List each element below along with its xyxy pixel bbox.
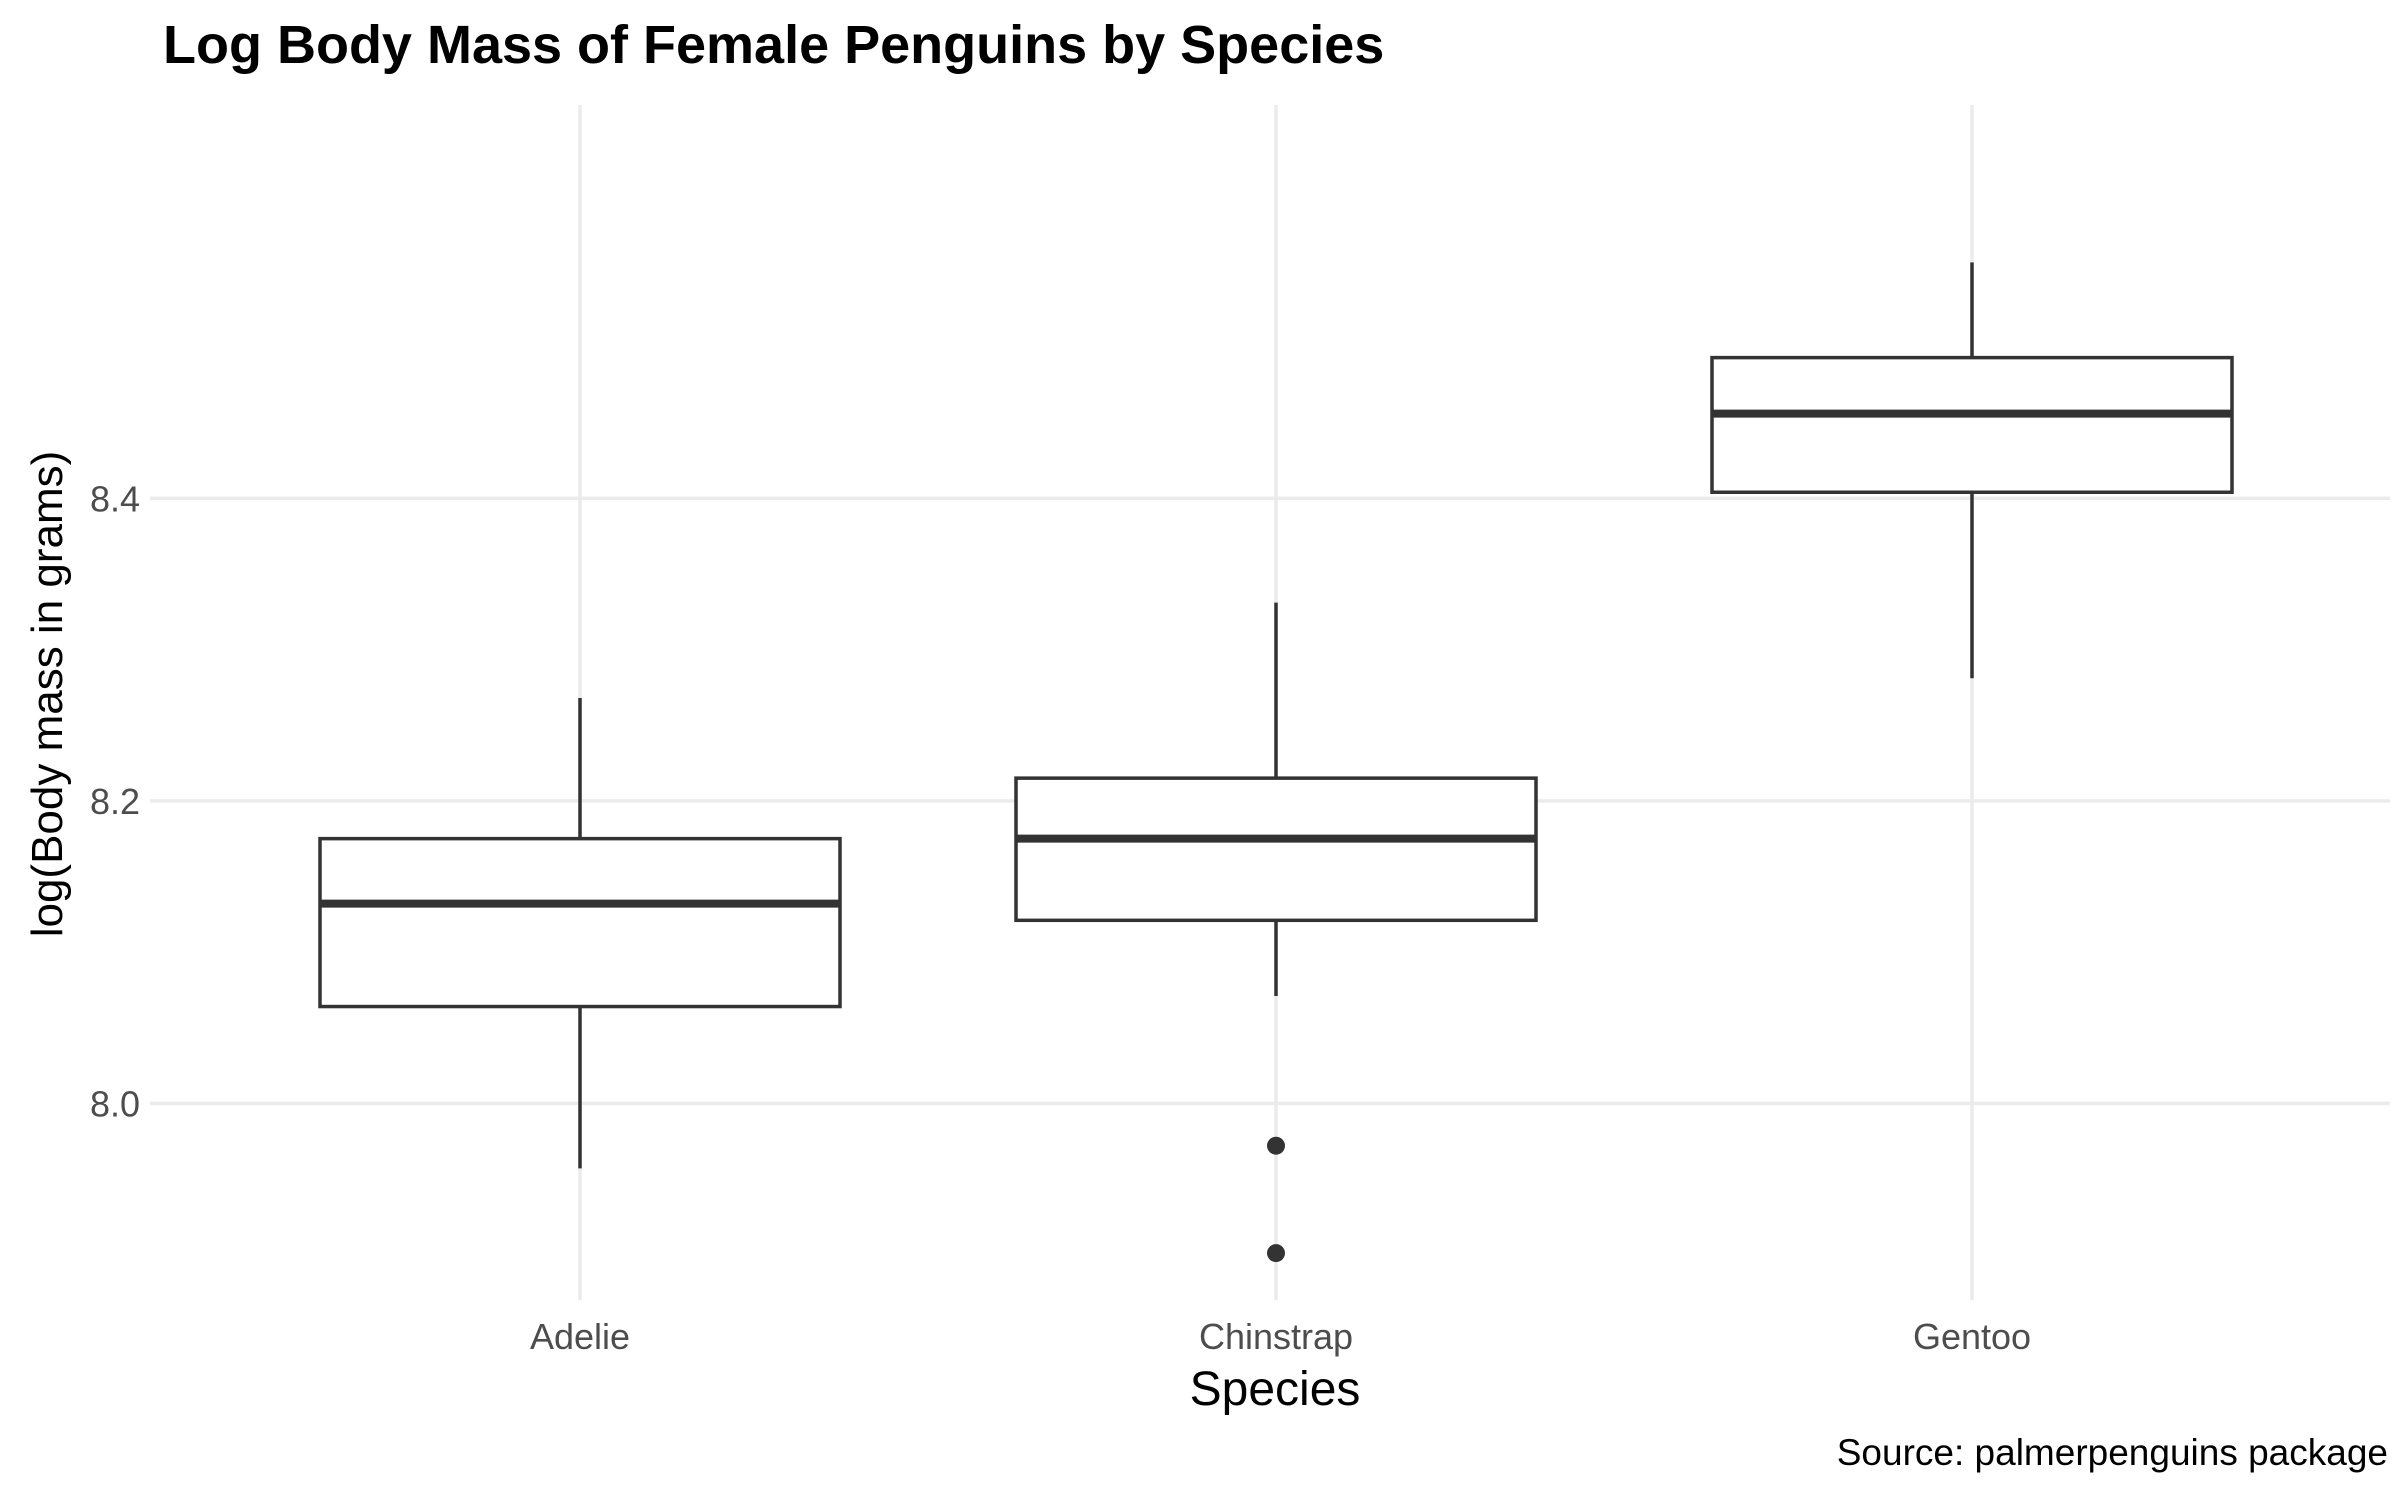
outlier-point <box>1267 1244 1285 1263</box>
iqr-box <box>1710 355 2234 494</box>
chart-caption: Source: palmerpenguins package <box>1836 1432 2388 1473</box>
x-axis-ticks: Adelie Chinstrap Gentoo <box>530 1316 2031 1357</box>
iqr-box <box>318 836 842 1009</box>
box-chinstrap <box>1014 602 1538 1263</box>
outlier-point <box>1267 1136 1285 1155</box>
x-axis-label: Species <box>1189 1363 1361 1416</box>
x-tick-label: Chinstrap <box>1199 1316 1353 1357</box>
boxes <box>318 262 2234 1263</box>
y-tick-label: 8.2 <box>90 781 140 822</box>
box-adelie <box>318 697 842 1169</box>
y-axis-ticks: 8.0 8.2 8.4 <box>90 478 140 1124</box>
iqr-box <box>1014 776 1538 923</box>
chart-title: Log Body Mass of Female Penguins by Spec… <box>163 15 1385 75</box>
box-gentoo <box>1710 262 2234 679</box>
y-tick-label: 8.0 <box>90 1083 140 1124</box>
grid-lines <box>150 105 2390 1300</box>
x-tick-label: Gentoo <box>1913 1316 2031 1357</box>
y-axis-label: log(Body mass in grams) <box>23 450 72 938</box>
y-tick-label: 8.4 <box>90 478 140 519</box>
x-tick-label: Adelie <box>530 1316 630 1357</box>
